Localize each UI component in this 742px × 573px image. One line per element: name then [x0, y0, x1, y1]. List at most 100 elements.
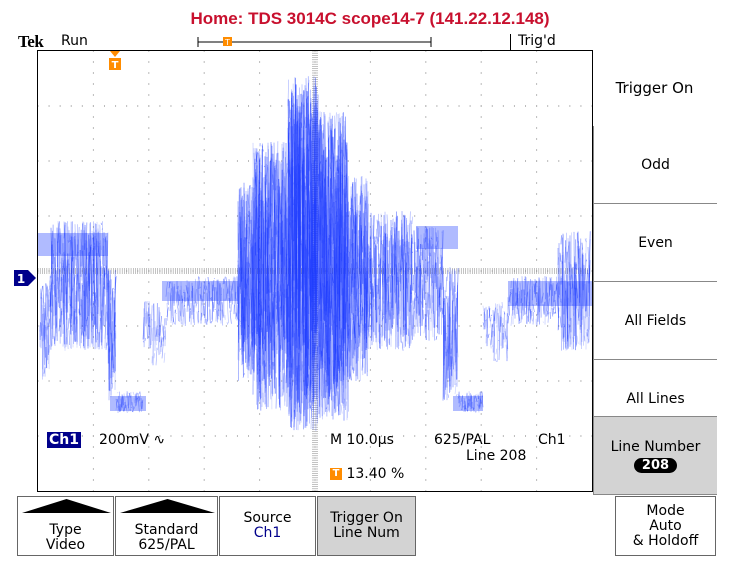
- trace-segment: [348, 211, 351, 353]
- grid-dot: [436, 215, 438, 217]
- bottom-button-standard[interactable]: Standard 625/PAL: [115, 496, 218, 556]
- trace-segment: [92, 234, 95, 284]
- grid-dot: [203, 457, 205, 459]
- trace-segment: [380, 213, 383, 283]
- side-button-even[interactable]: Even: [593, 204, 717, 282]
- grid-dot: [425, 303, 427, 305]
- trace-segment: [384, 211, 387, 347]
- grid-dot: [203, 369, 205, 371]
- trace-segment: [237, 260, 240, 314]
- trace-segment: [576, 233, 579, 243]
- grid-dot: [525, 105, 527, 107]
- grid-dot: [369, 61, 371, 63]
- grid-dot: [292, 105, 294, 107]
- trace-segment: [283, 186, 285, 268]
- grid-dot: [170, 325, 172, 327]
- trace-segment: [255, 208, 258, 367]
- trace-segment: [376, 236, 379, 244]
- trace-segment: [484, 319, 486, 330]
- bottom-button-label: Source: [243, 510, 292, 526]
- side-button-line-number[interactable]: Line Number 208: [593, 416, 717, 495]
- svg-text:1: 1: [17, 272, 25, 286]
- trace-segment: [588, 260, 591, 317]
- trace-segment: [216, 279, 219, 320]
- trace-segment: [571, 268, 574, 306]
- grid-dot: [369, 204, 371, 206]
- grid-dot: [281, 380, 283, 382]
- trace-segment: [57, 277, 60, 309]
- grid-dot: [270, 160, 272, 162]
- trace-segment: [278, 295, 281, 409]
- trace-segment: [258, 151, 261, 196]
- grid-dot: [103, 215, 105, 217]
- grid-dot: [259, 116, 261, 118]
- grid-dot: [148, 336, 150, 338]
- trace-band: [162, 281, 238, 301]
- grid-dot: [425, 292, 427, 294]
- trace-segment: [319, 119, 322, 182]
- grid-dot: [303, 435, 305, 437]
- trace-segment: [563, 270, 566, 315]
- trace-segment: [423, 318, 426, 334]
- trace-segment: [114, 269, 116, 390]
- trace-segment: [204, 301, 206, 324]
- trace-segment: [157, 329, 160, 356]
- trace-segment: [381, 260, 384, 288]
- grid-dot: [159, 435, 161, 437]
- status-divider: [510, 34, 511, 51]
- trace-segment: [269, 377, 272, 400]
- trace-segment: [141, 399, 144, 410]
- trace-segment: [466, 410, 469, 412]
- trace-segment: [394, 211, 397, 268]
- grid-dot: [458, 215, 460, 217]
- grid-dot: [347, 380, 349, 382]
- trace-segment: [260, 182, 263, 384]
- grid-dot: [170, 215, 172, 217]
- grid-dot: [115, 435, 117, 437]
- bottom-button-type[interactable]: Type Video: [17, 496, 114, 556]
- grid-dot: [148, 182, 150, 184]
- trace-segment: [468, 391, 471, 401]
- side-button-all-fields[interactable]: All Fields: [593, 282, 717, 360]
- trace-segment: [494, 303, 496, 321]
- grid-dot: [148, 138, 150, 140]
- side-button-odd[interactable]: Odd: [593, 126, 717, 204]
- trace-segment: [199, 294, 202, 300]
- trace-segment: [415, 292, 418, 299]
- grid-dot: [480, 226, 482, 228]
- grid-dot: [536, 226, 538, 228]
- trace-segment: [577, 309, 580, 321]
- grid-dot: [536, 171, 538, 173]
- grid-dot: [425, 149, 427, 151]
- grid-dot: [103, 380, 105, 382]
- trace-segment: [298, 204, 300, 266]
- trace-segment: [212, 302, 215, 312]
- grid-dot: [425, 226, 427, 228]
- trace-segment: [281, 247, 283, 318]
- trace-segment: [114, 270, 117, 339]
- trace-band: [453, 396, 483, 411]
- trace-segment: [74, 316, 77, 322]
- trace-segment: [319, 117, 321, 131]
- grid-dot: [369, 83, 371, 85]
- trace-segment: [490, 323, 493, 345]
- trace-segment: [144, 337, 146, 342]
- bottom-button-mode[interactable]: Mode Auto & Holdoff: [615, 496, 716, 556]
- trace-segment: [241, 206, 243, 366]
- bottom-button-trigger-on[interactable]: Trigger On Line Num: [317, 496, 416, 556]
- trace-segment: [390, 253, 392, 304]
- trace-segment: [372, 215, 375, 268]
- trace-segment: [347, 175, 350, 290]
- trace-segment: [53, 237, 56, 316]
- grid-dot: [81, 105, 83, 107]
- trace-segment: [489, 316, 492, 328]
- grid-dot: [536, 479, 538, 481]
- grid-dot: [536, 160, 538, 162]
- bottom-button-source[interactable]: Source Ch1: [219, 496, 316, 556]
- grid-dot: [380, 105, 382, 107]
- trace-segment: [584, 283, 586, 312]
- trace-segment: [206, 292, 208, 322]
- waveform-display[interactable]: T Ch1 200mV ∿ M 10.0µs 625/PAL Ch1 Line …: [37, 50, 593, 492]
- grid-dot: [325, 435, 327, 437]
- grid-dot: [137, 105, 139, 107]
